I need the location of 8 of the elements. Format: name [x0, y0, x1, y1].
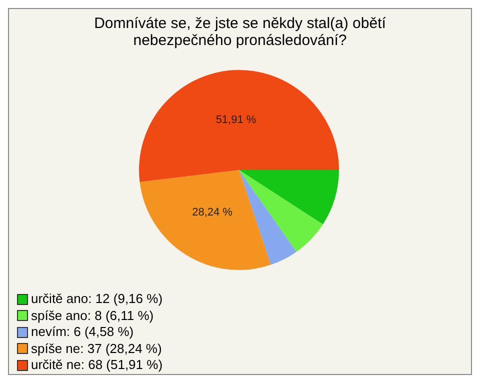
legend-label: spíše ano: 8 (6,11 %)	[31, 308, 154, 324]
legend-label: nevím: 6 (4,58 %)	[31, 324, 134, 340]
legend-label: určitě ano: 12 (9,16 %)	[31, 291, 163, 308]
legend-label: určitě ne: 68 (51,91 %)	[31, 357, 163, 374]
chart-title: Domníváte se, že jste se někdy stal(a) obětí nebezpečného pronásledování?	[93, 15, 387, 49]
legend-label: spíše ne: 37 (28,24 %)	[31, 340, 162, 357]
data-label: 28,24 %	[192, 206, 233, 218]
data-label: 51,91 %	[216, 114, 256, 126]
